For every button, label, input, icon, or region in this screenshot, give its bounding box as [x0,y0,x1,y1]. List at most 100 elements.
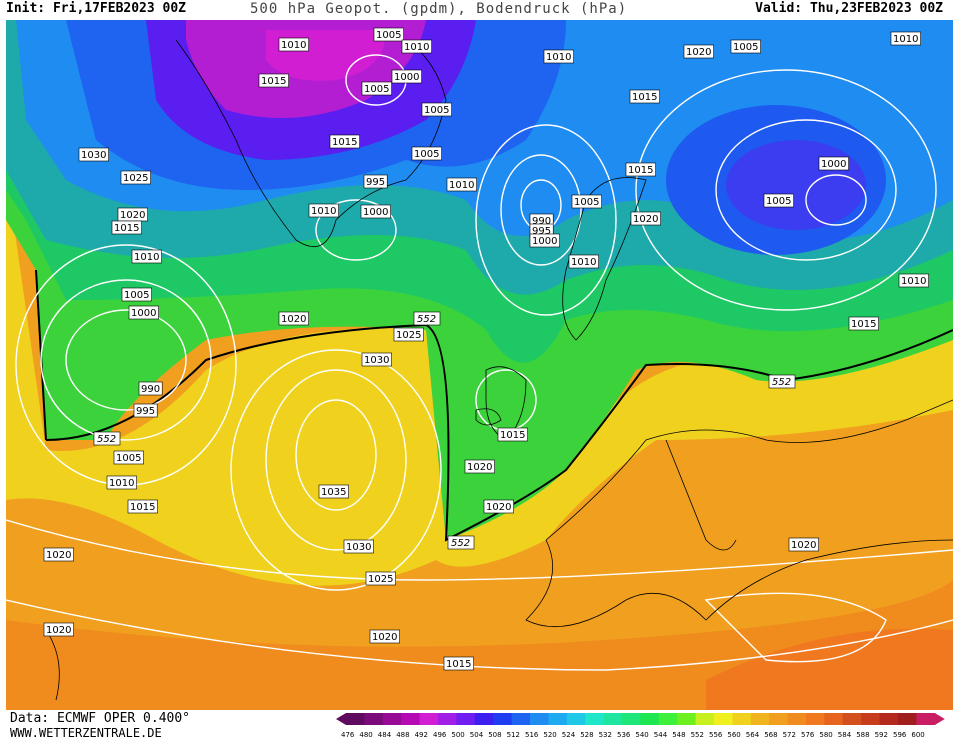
legend-swatch [438,713,457,725]
legend-tick-label: 592 [875,731,888,739]
legend-tick-label: 528 [580,731,593,739]
legend-tick-label: 508 [488,731,501,739]
isobar-label-box [138,381,163,396]
valid-time: Valid: Thu,23FEB2023 00Z [755,1,943,16]
legend-swatch [677,713,697,725]
legend-swatch [622,713,641,725]
isobar-label: 1020 [120,210,145,221]
legend-swatch [824,713,844,725]
legend-swatch [530,713,549,725]
legend-tick-label: 564 [746,731,760,739]
legend-arrow-right [934,713,945,725]
isobar-label: 1030 [346,542,371,553]
isobar-label-box [278,311,309,326]
isobar-label-box [369,629,400,644]
legend-swatch [364,713,384,725]
isobar-label-box [411,146,442,161]
isobar-label-box [497,427,528,442]
isobar-label: 1020 [791,540,816,551]
legend-tick-label: 556 [709,731,723,739]
isobar-label-box [120,170,151,185]
legend-tick-label: 496 [433,731,447,739]
isobar-label-box [106,475,137,490]
isobar-label-box [363,174,388,189]
isobar-label-box [401,39,432,54]
isobar-label-box [258,73,289,88]
legend-swatch [401,713,421,725]
legend-tick-label: 572 [783,731,796,739]
isobar-label-box [421,102,452,117]
isobar-label-box [788,537,819,552]
isobar-label-box [625,162,656,177]
isobar-label: 1015 [446,659,471,670]
color-scale-legend: 476 480 484 488 492 496 500 504 508 512 516 520 524 5… [336,713,945,739]
legend-swatch [474,713,494,725]
isobar-label-box [818,156,849,171]
isobar-label: 1035 [321,487,346,498]
isobar-label-box [571,194,602,209]
isobar-label-box [629,89,660,104]
legend-swatch [640,713,660,725]
isobar-label-box [393,327,424,342]
isobar-label: 1000 [532,236,557,247]
legend-tick-label: 532 [599,731,612,739]
header-bar: Init: Fri,17FEB2023 00Z 500 hPa Geopot. … [0,0,959,20]
isobar-label-box [78,147,109,162]
isobar-label: 1015 [632,92,657,103]
isobar-label: 1005 [733,42,758,53]
legend-tick-label: 488 [396,731,409,739]
legend-tick-label: 484 [378,731,392,739]
isobar-label-box [113,450,144,465]
isobar-label-box [365,571,396,586]
legend-swatch [898,713,917,725]
legend-tick-label: 504 [470,731,484,739]
isobar-label: 1020 [46,625,71,636]
isobar-label-box [890,31,921,46]
isobar-label-box [848,316,879,331]
footer-bar: Data: ECMWF OPER 0.400° WWW.WETTERZENTRA… [0,710,959,741]
legend-swatch [382,713,402,725]
legend-tick-label: 596 [893,731,907,739]
weather-map: 1005 1010 1010 1005 1000 1005 1015 1030 1025 1020… [6,20,953,710]
legend-swatch [861,713,881,725]
isobar-label: 1010 [281,40,306,51]
legend-swatch [658,713,678,725]
isobar-label-box [318,484,349,499]
isobar-label-box [568,254,599,269]
legend-swatch [346,713,365,725]
isobar-label: 1000 [394,72,419,83]
blue-low-core [726,140,866,230]
isobar-label: 1005 [116,453,141,464]
legend-arrow-left [336,713,346,725]
isobar-label: 1020 [46,550,71,561]
isobar-label-box [128,305,159,320]
isobar-label: 1020 [467,462,492,473]
isobar-label-box [343,539,374,554]
legend-tick-label: 560 [727,731,740,739]
legend-swatch [456,713,476,725]
legend-swatch [419,713,439,725]
isobar-label: 1010 [109,478,134,489]
legend-tick-label: 492 [415,731,428,739]
legend-tick-label: 584 [838,731,852,739]
website-url: WWW.WETTERZENTRALE.DE [10,726,162,740]
legend-swatch [585,713,605,725]
legend-tick-label: 500 [451,731,464,739]
geo-label-552-a: 552 [417,314,436,325]
isobar-label-box [763,193,794,208]
isobar-label: 1015 [500,430,525,441]
legend-swatch [916,713,936,725]
isobar-label: 1025 [123,173,148,184]
isobar-label-box [898,273,929,288]
isobar-label: 1005 [376,30,401,41]
geo-label-552-c: 552 [451,538,470,549]
isobar-label: 995 [366,177,385,188]
legend-tick-label: 568 [764,731,777,739]
isobar-label: 1015 [130,502,155,513]
legend-swatch [806,713,825,725]
isobar-label: 1010 [546,52,571,63]
legend-tick-label: 520 [543,731,556,739]
isobar-label: 995 [532,226,551,237]
isobar-label: 1030 [364,355,389,366]
isobar-label: 1005 [424,105,449,116]
